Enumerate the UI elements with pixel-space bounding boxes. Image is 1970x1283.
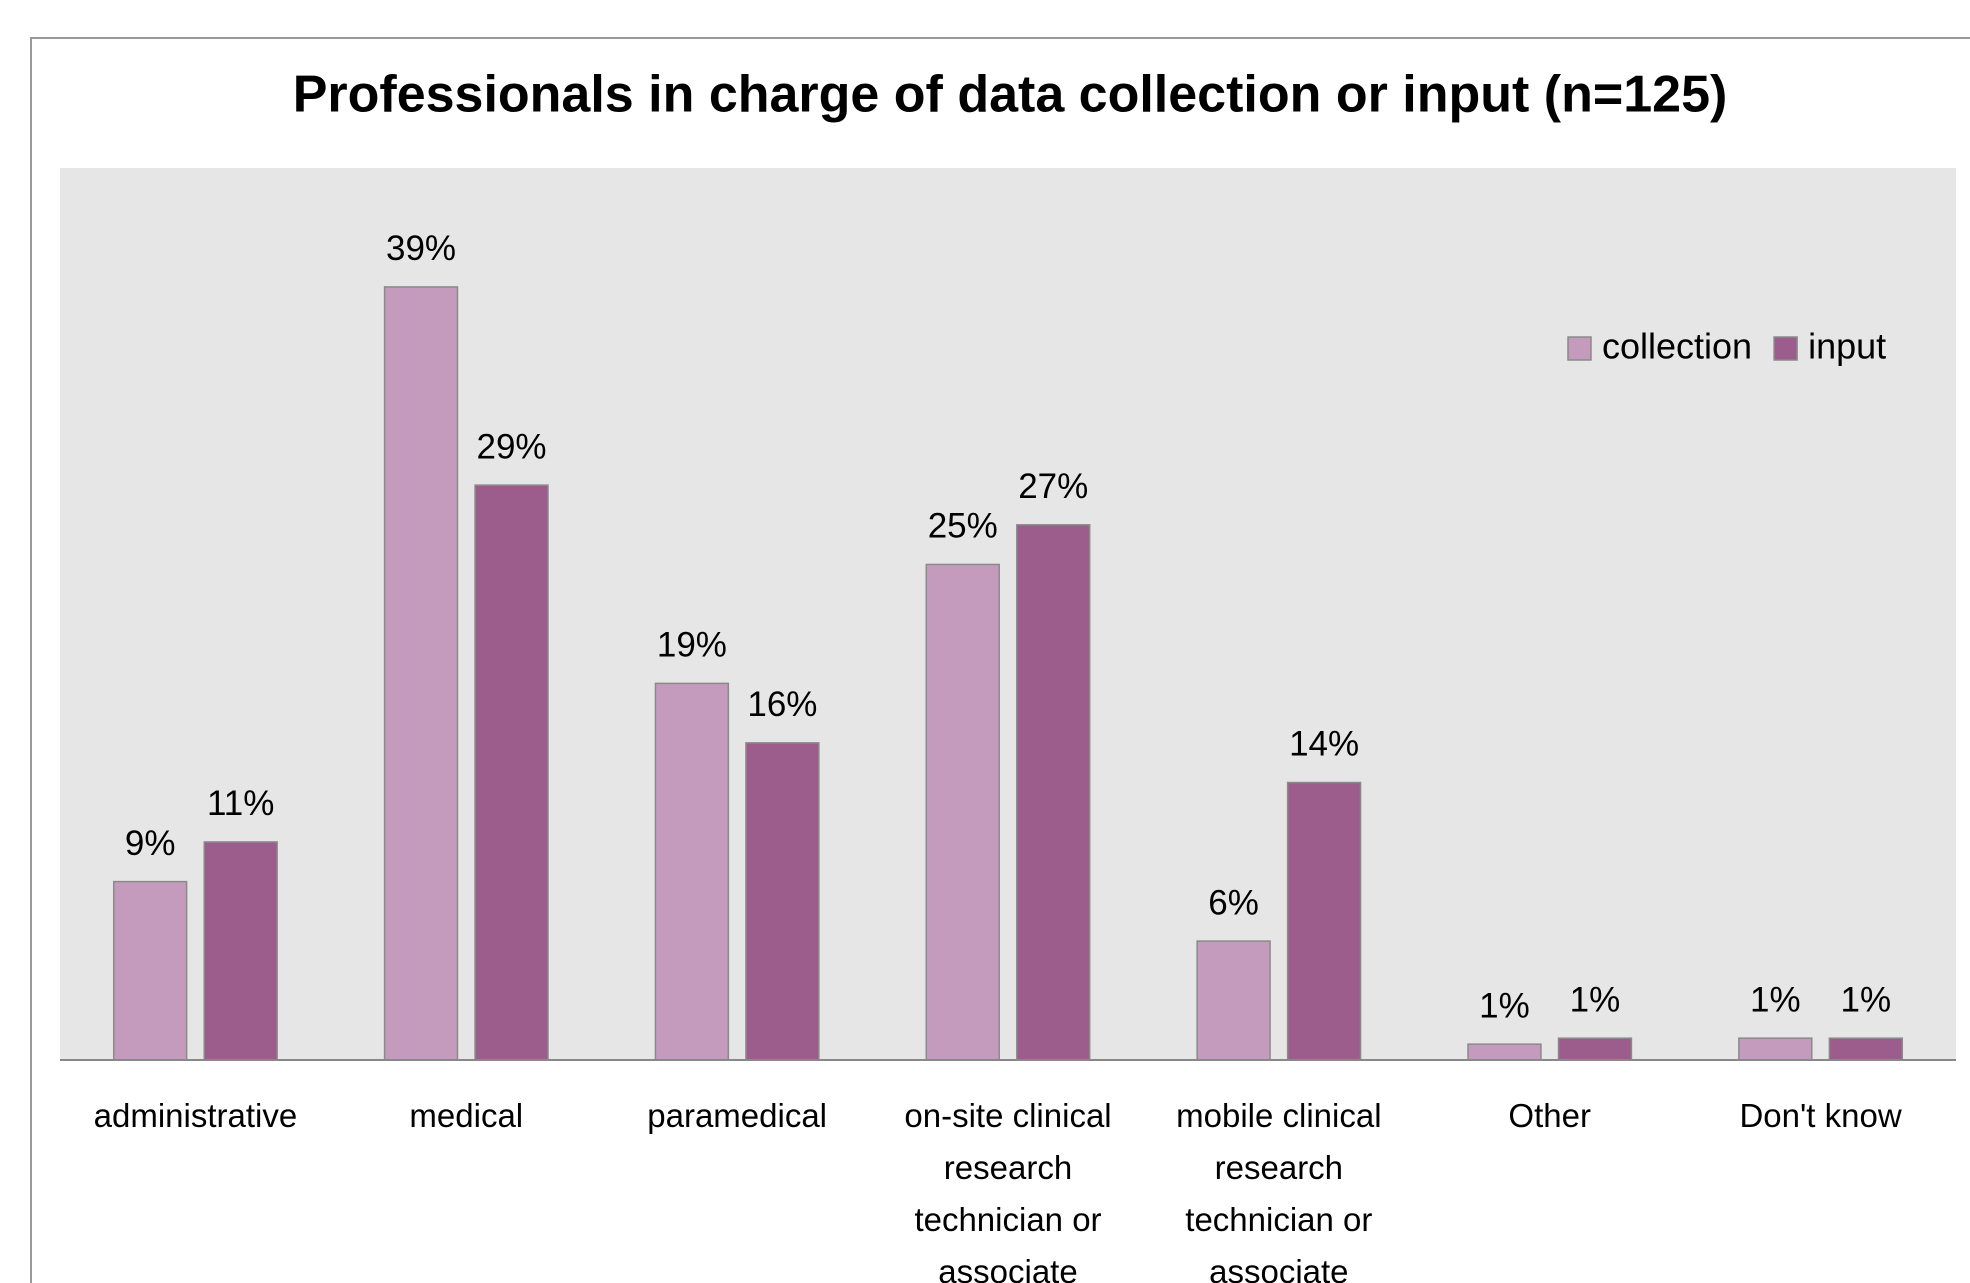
bar (1196, 940, 1271, 1061)
x-tick-label: Other (1508, 1097, 1591, 1134)
data-label: 39% (386, 229, 456, 268)
bar (1738, 1037, 1813, 1061)
data-label: 29% (477, 427, 547, 466)
data-label: 1% (1570, 980, 1621, 1019)
data-label: 19% (657, 626, 727, 665)
bar (1828, 1037, 1904, 1061)
x-tick-label: mobile clinical research technician or a… (1176, 1097, 1382, 1283)
bar (1016, 524, 1091, 1061)
bar (745, 742, 820, 1061)
bar (383, 286, 459, 1061)
data-label: 1% (1479, 986, 1530, 1025)
data-label: 1% (1841, 980, 1892, 1019)
x-tick-label: on-site clinical research technician or … (904, 1097, 1112, 1283)
data-label: 6% (1208, 883, 1259, 922)
data-label: 14% (1289, 725, 1359, 764)
legend-label: collection (1602, 326, 1752, 367)
data-label: 11% (207, 784, 274, 823)
bar (925, 563, 1000, 1061)
bar (654, 682, 730, 1061)
bar (1467, 1043, 1542, 1061)
legend-swatch (1773, 336, 1798, 361)
data-label: 27% (1018, 467, 1088, 506)
bar (1557, 1037, 1633, 1061)
data-label: 9% (125, 824, 176, 863)
legend-label: input (1808, 326, 1886, 367)
legend-swatch (1567, 336, 1592, 361)
chart-title: Professionals in charge of data collecti… (293, 66, 1728, 124)
x-tick-label: administrative (93, 1097, 298, 1134)
data-label: 1% (1750, 980, 1801, 1019)
bar (112, 880, 188, 1061)
bar (1286, 781, 1362, 1061)
bar (203, 841, 278, 1061)
x-tick-label: Don't know (1739, 1097, 1902, 1134)
plot-area (60, 168, 1956, 1060)
x-tick-label: paramedical (647, 1097, 828, 1134)
data-label: 16% (747, 685, 817, 724)
data-label: 25% (928, 507, 998, 546)
bar (474, 484, 549, 1061)
x-tick-label: medical (409, 1097, 524, 1134)
